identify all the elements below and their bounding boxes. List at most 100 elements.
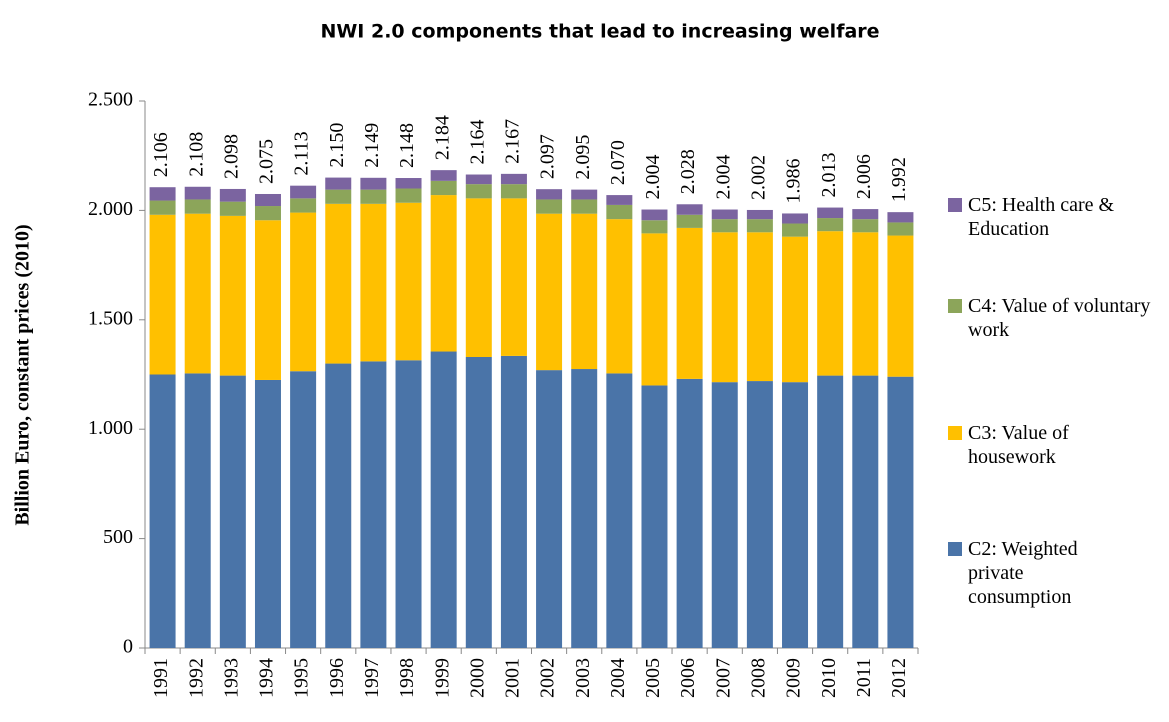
total-label: 2.108 [185, 132, 207, 177]
total-label: 2.113 [291, 131, 313, 175]
x-tick-label: 2007 [712, 658, 734, 698]
bar-segment [571, 213, 598, 370]
y-tick-label: 1.500 [88, 307, 133, 329]
bar-segment [465, 356, 492, 648]
bar-segment [325, 203, 352, 364]
bar-segment [676, 214, 703, 228]
x-tick-label: 2010 [818, 658, 840, 698]
y-tick-label: 2.000 [88, 198, 133, 220]
bar-segment [887, 222, 914, 236]
bar-segment [254, 220, 281, 380]
y-tick-label: 500 [103, 526, 133, 548]
chart-title: NWI 2.0 components that lead to increasi… [320, 21, 879, 43]
bar-segment [290, 212, 317, 372]
x-tick-label: 2012 [888, 658, 910, 698]
y-tick-label: 0 [123, 636, 133, 658]
bar-segment [571, 199, 598, 214]
bar-segment [465, 174, 492, 185]
bar-segment [782, 382, 809, 648]
bar-segment [641, 209, 668, 221]
bar-segment [887, 212, 914, 223]
bar-segment [817, 375, 844, 648]
bar-segment [254, 379, 281, 648]
bar-segment [536, 370, 563, 648]
bar-segment [817, 231, 844, 376]
bar-segment [887, 235, 914, 377]
bar-segment [465, 198, 492, 357]
bar-segment [606, 204, 633, 220]
bar-segment [360, 361, 387, 648]
bar-segment [606, 373, 633, 648]
bar-segment [676, 204, 703, 215]
bar-segment [782, 213, 809, 224]
bar-segment [711, 382, 738, 648]
bar-segment [395, 202, 422, 361]
x-tick-label: 2006 [677, 658, 699, 698]
x-tick-label: 2003 [572, 658, 594, 698]
bar-segment [360, 189, 387, 204]
bar-segment [325, 189, 352, 204]
bar-segment [711, 219, 738, 233]
legend-label: C5: Health care & Education [968, 194, 1115, 240]
bar-segment [325, 177, 352, 190]
bar-segment [746, 219, 773, 233]
x-tick-label: 2004 [607, 658, 629, 698]
bar-segment [746, 381, 773, 648]
bar-segment [852, 219, 879, 233]
legend-label: C4: Value of voluntary work [968, 295, 1151, 341]
total-label: 2.150 [326, 123, 348, 168]
bar-segment [852, 375, 879, 648]
x-tick-label: 1999 [431, 658, 453, 698]
bar-segment [536, 199, 563, 214]
legend-item: C3: Value of housework [948, 421, 1168, 469]
bar-segment [500, 198, 527, 356]
total-label: 2.070 [607, 140, 629, 185]
total-label: 2.004 [642, 155, 664, 200]
bar-segment [887, 376, 914, 648]
bar-segment [290, 198, 317, 213]
bar-segment [536, 189, 563, 200]
bar-segment [360, 203, 387, 362]
x-tick-label: 2002 [537, 658, 559, 698]
bar-segment [782, 236, 809, 383]
total-label: 2.097 [537, 134, 559, 179]
x-tick-label: 2011 [853, 658, 875, 697]
total-label: 2.106 [150, 132, 172, 177]
y-tick-label: 2.500 [88, 89, 133, 111]
legend-item: C4: Value of voluntary work [948, 294, 1168, 342]
legend-swatch [948, 198, 962, 212]
bar-segment [395, 178, 422, 189]
total-label: 2.013 [818, 153, 840, 198]
bar-segment [149, 200, 176, 215]
x-tick-label: 2001 [502, 658, 524, 698]
bar-segment [219, 188, 246, 202]
bar-segment [606, 195, 633, 205]
bar-segment [676, 378, 703, 648]
legend-item: C5: Health care & Education [948, 193, 1168, 241]
bar-segment [184, 186, 211, 200]
bar-segment [817, 207, 844, 219]
total-label: 2.098 [220, 134, 242, 179]
bar-segment [606, 219, 633, 374]
legend-swatch [948, 426, 962, 440]
bar-segment [254, 206, 281, 221]
bar-segment [711, 209, 738, 220]
bar-segment [430, 351, 457, 648]
bar-segment [500, 173, 527, 185]
x-tick-label: 2005 [642, 658, 664, 698]
bar-segment [219, 375, 246, 648]
x-tick-label: 1994 [256, 658, 278, 698]
legend-swatch [948, 299, 962, 313]
y-axis-label: Billion Euro, constant prices (2010) [12, 224, 34, 525]
bar-segment [711, 232, 738, 383]
x-tick-label: 1997 [361, 658, 383, 698]
x-tick-label: 2009 [783, 658, 805, 698]
bar-segment [641, 233, 668, 386]
x-tick-label: 1993 [220, 658, 242, 698]
bar-segment [852, 232, 879, 376]
total-label: 2.148 [396, 123, 418, 168]
bar-segment [571, 369, 598, 648]
bar-segment [149, 214, 176, 375]
y-tick-label: 1.000 [88, 417, 133, 439]
